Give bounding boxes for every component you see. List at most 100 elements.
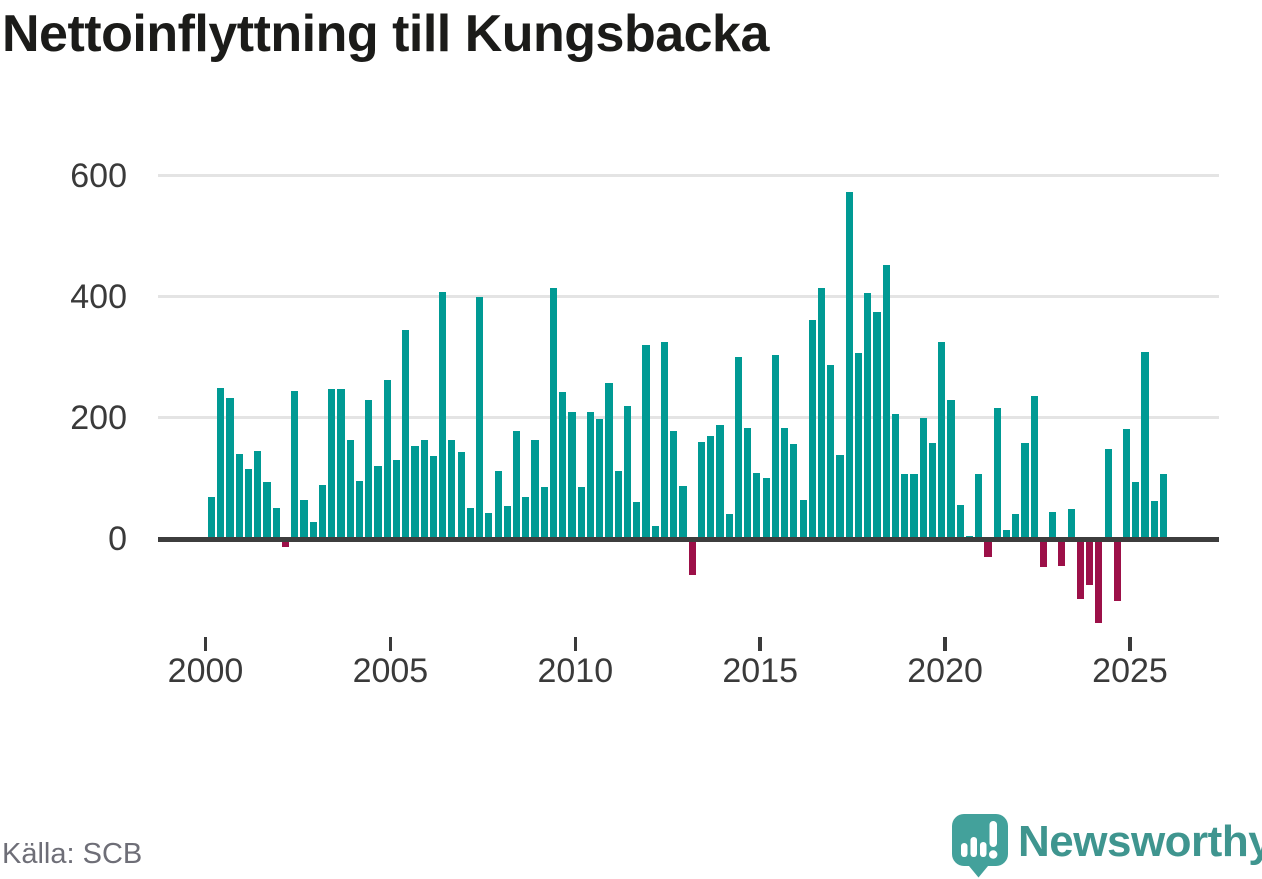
bar-2022q2 — [1030, 396, 1038, 539]
bar-2005q2 — [402, 329, 410, 539]
bar-2003q3 — [337, 389, 345, 539]
bar-2010q2 — [586, 411, 595, 539]
bar-2012q2 — [660, 342, 669, 539]
bar-2025q1 — [1132, 482, 1140, 539]
bar-2023q2 — [1067, 509, 1075, 539]
bar-2015q1 — [762, 477, 770, 539]
bar-2004q4 — [383, 380, 391, 539]
bar-2019q3 — [928, 443, 937, 539]
source-note: Källa: SCB — [2, 838, 143, 870]
bar-2011q4 — [642, 345, 650, 539]
bar-2023q3 — [1076, 539, 1084, 599]
x-axis-tick-2000 — [203, 637, 208, 651]
x-axis-label-2000: 2000 — [167, 652, 244, 690]
bar-2009q2 — [549, 288, 558, 539]
bar-2005q3 — [411, 446, 419, 539]
bar-2020q2 — [956, 505, 964, 539]
x-axis-tick-2025 — [1128, 637, 1132, 651]
bar-2000q1 — [208, 496, 216, 539]
bar-2000q3 — [226, 398, 234, 539]
bar-2009q1 — [540, 486, 548, 539]
y-axis-label-0: 0 — [108, 520, 127, 558]
bar-2018q1 — [873, 311, 881, 539]
bar-2007q1 — [466, 508, 474, 539]
bar-2018q2 — [882, 265, 890, 539]
bar-2016q4 — [827, 364, 835, 539]
bar-2010q4 — [605, 383, 613, 539]
x-axis-tick-2005 — [388, 637, 393, 651]
gridline-400 — [158, 295, 1219, 299]
newsworthy-logo-icon — [948, 812, 1010, 879]
bar-2024q4 — [1123, 428, 1131, 539]
bar-2007q3 — [485, 512, 493, 539]
bar-2010q1 — [577, 486, 585, 539]
bar-2022q4 — [1049, 512, 1057, 539]
bar-2001q4 — [272, 507, 280, 539]
gridline-200 — [158, 416, 1219, 420]
bar-2014q1 — [725, 513, 733, 539]
gridline-600 — [158, 174, 1219, 177]
bar-2014q4 — [753, 472, 761, 539]
bar-2006q3 — [448, 440, 456, 539]
bar-2015q2 — [771, 355, 779, 539]
bar-2025q3 — [1150, 500, 1158, 539]
newsworthy-wordmark: Newsworthy — [1018, 817, 1262, 866]
bar-2022q1 — [1021, 443, 1029, 539]
bar-2006q4 — [457, 452, 465, 539]
bar-2018q4 — [901, 474, 909, 539]
newsworthy-brand: Newsworthy — [948, 810, 1262, 879]
bar-2019q1 — [910, 473, 918, 539]
chart-title: Nettoinflyttning till Kungsbacka — [2, 5, 769, 63]
x-axis-label-2025: 2025 — [1092, 652, 1168, 690]
x-axis-zero-line — [158, 537, 1219, 542]
bar-2001q3 — [263, 482, 271, 539]
bar-2013q3 — [707, 436, 715, 539]
bar-2011q2 — [623, 406, 632, 539]
y-axis-label-400: 400 — [70, 277, 127, 316]
x-axis-tick-2020 — [943, 637, 947, 651]
bar-2007q2 — [476, 296, 484, 539]
bar-2004q3 — [374, 466, 382, 539]
bar-2003q2 — [328, 389, 336, 539]
bar-2025q2 — [1141, 352, 1149, 539]
x-axis-label-2010: 2010 — [537, 652, 614, 690]
bar-2008q4 — [531, 440, 539, 539]
bar-2019q4 — [938, 342, 946, 539]
bar-2010q3 — [596, 419, 604, 539]
y-axis-label-200: 200 — [70, 398, 127, 437]
bar-2003q1 — [318, 485, 327, 539]
x-axis-tick-2010 — [573, 637, 578, 651]
bar-2012q3 — [670, 430, 678, 539]
bar-2008q2 — [513, 430, 521, 539]
bar-2025q4 — [1159, 473, 1168, 539]
bar-2001q1 — [244, 468, 253, 539]
bar-2005q1 — [392, 460, 401, 539]
bar-2016q1 — [799, 500, 807, 539]
bar-2016q2 — [808, 319, 816, 539]
bar-2013q1 — [688, 539, 696, 575]
bar-2019q2 — [919, 417, 927, 539]
bar-2006q1 — [429, 456, 437, 539]
bar-2015q3 — [781, 427, 789, 539]
bar-2021q3 — [1002, 529, 1011, 539]
bar-2001q2 — [254, 451, 262, 539]
bar-2012q1 — [651, 526, 659, 539]
bar-2011q3 — [633, 502, 641, 539]
bar-2000q4 — [235, 453, 243, 539]
x-axis-label-2015: 2015 — [722, 652, 798, 690]
bar-2017q3 — [854, 353, 863, 539]
bar-2017q1 — [836, 454, 844, 539]
bar-2002q4 — [309, 522, 317, 539]
bar-2023q4 — [1086, 539, 1094, 586]
bar-2023q1 — [1058, 539, 1066, 567]
bar-2009q4 — [568, 411, 576, 539]
x-axis-label-2005: 2005 — [352, 652, 429, 690]
bar-2006q2 — [439, 291, 447, 539]
bar-2005q4 — [420, 440, 428, 539]
bar-2011q1 — [614, 471, 622, 539]
bar-2004q2 — [365, 400, 373, 539]
bar-2015q4 — [790, 443, 798, 539]
bar-2002q1 — [281, 539, 290, 547]
